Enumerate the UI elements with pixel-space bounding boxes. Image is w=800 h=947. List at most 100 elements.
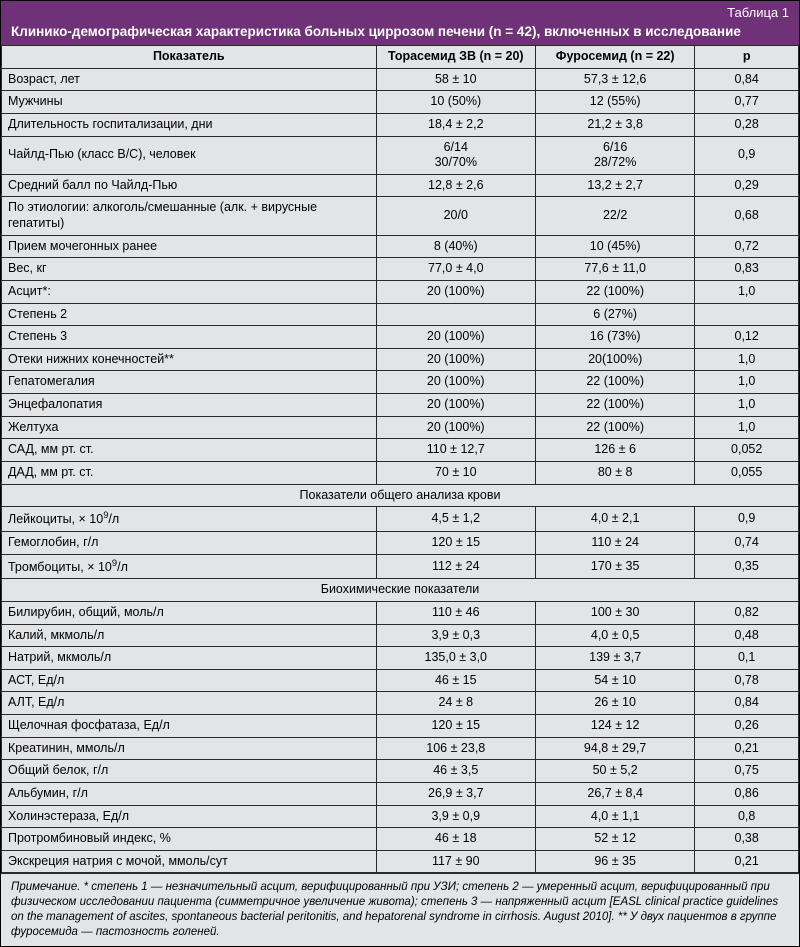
cell-pvalue: 0,86 <box>695 782 799 805</box>
row-label: Гемоглобин, г/л <box>2 531 377 554</box>
cell-pvalue: 0,9 <box>695 136 799 174</box>
cell-torasemide: 46 ± 18 <box>376 828 535 851</box>
row-label: Экскреция натрия с мочой, ммоль/сут <box>2 850 377 873</box>
cell-pvalue: 0,75 <box>695 760 799 783</box>
table-row: Возраст, лет58 ± 1057,3 ± 12,60,84 <box>2 68 799 91</box>
cell-pvalue: 0,38 <box>695 828 799 851</box>
cell-furosemide: 4,0 ± 1,1 <box>535 805 694 828</box>
cell-pvalue: 0,21 <box>695 737 799 760</box>
table-row: Натрий, мкмоль/л135,0 ± 3,0139 ± 3,70,1 <box>2 647 799 670</box>
cell-torasemide: 8 (40%) <box>376 235 535 258</box>
row-label: Билирубин, общий, моль/л <box>2 601 377 624</box>
row-label: Прием мочегонных ранее <box>2 235 377 258</box>
table-footnote: Примечание. * степень 1 — незначительный… <box>1 873 799 946</box>
cell-furosemide: 50 ± 5,2 <box>535 760 694 783</box>
table-row: АЛТ, Ед/л24 ± 826 ± 100,84 <box>2 692 799 715</box>
table-row: ДАД, мм рт. ст.70 ± 1080 ± 80,055 <box>2 461 799 484</box>
cell-torasemide: 20 (100%) <box>376 348 535 371</box>
cell-pvalue: 0,84 <box>695 68 799 91</box>
cell-pvalue: 0,48 <box>695 624 799 647</box>
cell-pvalue: 1,0 <box>695 416 799 439</box>
row-label: Тромбоциты, × 109/л <box>2 554 377 579</box>
cell-furosemide: 6 (27%) <box>535 303 694 326</box>
row-label: Чайлд-Пью (класс В/С), человек <box>2 136 377 174</box>
cell-pvalue: 0,68 <box>695 197 799 235</box>
row-label: Протромбиновый индекс, % <box>2 828 377 851</box>
section-biochemical: Биохимические показатели <box>2 579 799 602</box>
row-label: АЛТ, Ед/л <box>2 692 377 715</box>
table-row: Тромбоциты, × 109/л112 ± 24170 ± 350,35 <box>2 554 799 579</box>
cell-pvalue: 0,9 <box>695 507 799 532</box>
cell-furosemide: 26 ± 10 <box>535 692 694 715</box>
table-row: Лейкоциты, × 109/л4,5 ± 1,24,0 ± 2,10,9 <box>2 507 799 532</box>
row-label: САД, мм рт. ст. <box>2 439 377 462</box>
cell-torasemide: 120 ± 15 <box>376 531 535 554</box>
cell-torasemide: 20 (100%) <box>376 394 535 417</box>
section-title: Показатели общего анализа крови <box>2 484 799 507</box>
table-row: Отеки нижних конечностей**20 (100%)20(10… <box>2 348 799 371</box>
cell-torasemide: 20 (100%) <box>376 371 535 394</box>
row-label: Натрий, мкмоль/л <box>2 647 377 670</box>
cell-torasemide: 10 (50%) <box>376 91 535 114</box>
cell-furosemide: 12 (55%) <box>535 91 694 114</box>
cell-pvalue: 0,28 <box>695 113 799 136</box>
table-row: Альбумин, г/л26,9 ± 3,726,7 ± 8,40,86 <box>2 782 799 805</box>
cell-pvalue: 0,84 <box>695 692 799 715</box>
cell-furosemide: 13,2 ± 2,7 <box>535 174 694 197</box>
table-container: Таблица 1 Клинико-демографическая характ… <box>0 0 800 947</box>
cell-furosemide: 54 ± 10 <box>535 669 694 692</box>
cell-furosemide: 124 ± 12 <box>535 715 694 738</box>
cell-torasemide: 110 ± 12,7 <box>376 439 535 462</box>
row-label: Гепатомегалия <box>2 371 377 394</box>
row-label: АСТ, Ед/л <box>2 669 377 692</box>
cell-torasemide: 120 ± 15 <box>376 715 535 738</box>
row-label: Асцит*: <box>2 280 377 303</box>
cell-torasemide: 6/1430/70% <box>376 136 535 174</box>
table-row: Экскреция натрия с мочой, ммоль/сут117 ±… <box>2 850 799 873</box>
cell-furosemide: 22/2 <box>535 197 694 235</box>
row-label: Степень 2 <box>2 303 377 326</box>
cell-pvalue <box>695 303 799 326</box>
table-row: Средний балл по Чайлд-Пью12,8 ± 2,613,2 … <box>2 174 799 197</box>
row-label: Средний балл по Чайлд-Пью <box>2 174 377 197</box>
row-label: Степень 3 <box>2 326 377 349</box>
cell-torasemide: 4,5 ± 1,2 <box>376 507 535 532</box>
row-label: Желтуха <box>2 416 377 439</box>
cell-torasemide: 46 ± 15 <box>376 669 535 692</box>
cell-furosemide: 22 (100%) <box>535 280 694 303</box>
cell-torasemide: 58 ± 10 <box>376 68 535 91</box>
row-label: Креатинин, ммоль/л <box>2 737 377 760</box>
cell-furosemide: 16 (73%) <box>535 326 694 349</box>
cell-pvalue: 1,0 <box>695 394 799 417</box>
row-label: По этиологии: алкоголь/смешанные (алк. +… <box>2 197 377 235</box>
cell-pvalue: 0,12 <box>695 326 799 349</box>
cell-furosemide: 20(100%) <box>535 348 694 371</box>
cell-torasemide: 3,9 ± 0,9 <box>376 805 535 828</box>
cell-pvalue: 1,0 <box>695 371 799 394</box>
cell-pvalue: 0,29 <box>695 174 799 197</box>
col-header-indicator: Показатель <box>2 46 377 69</box>
col-header-p: p <box>695 46 799 69</box>
row-label: ДАД, мм рт. ст. <box>2 461 377 484</box>
section-blood-analysis: Показатели общего анализа крови <box>2 484 799 507</box>
row-label: Общий белок, г/л <box>2 760 377 783</box>
cell-furosemide: 4,0 ± 2,1 <box>535 507 694 532</box>
cell-torasemide: 112 ± 24 <box>376 554 535 579</box>
cell-torasemide <box>376 303 535 326</box>
col-header-torasemide: Торасемид ЗВ (n = 20) <box>376 46 535 69</box>
cell-pvalue: 0,26 <box>695 715 799 738</box>
cell-torasemide: 12,8 ± 2,6 <box>376 174 535 197</box>
cell-furosemide: 126 ± 6 <box>535 439 694 462</box>
cell-furosemide: 6/1628/72% <box>535 136 694 174</box>
cell-torasemide: 70 ± 10 <box>376 461 535 484</box>
table-row: Степень 2 6 (27%) <box>2 303 799 326</box>
cell-pvalue: 1,0 <box>695 348 799 371</box>
row-label: Отеки нижних конечностей** <box>2 348 377 371</box>
cell-furosemide: 21,2 ± 3,8 <box>535 113 694 136</box>
row-label: Вес, кг <box>2 258 377 281</box>
cell-furosemide: 77,6 ± 11,0 <box>535 258 694 281</box>
table-row: Степень 320 (100%)16 (73%)0,12 <box>2 326 799 349</box>
cell-furosemide: 22 (100%) <box>535 416 694 439</box>
cell-pvalue: 0,055 <box>695 461 799 484</box>
table-row: Асцит*:20 (100%)22 (100%)1,0 <box>2 280 799 303</box>
